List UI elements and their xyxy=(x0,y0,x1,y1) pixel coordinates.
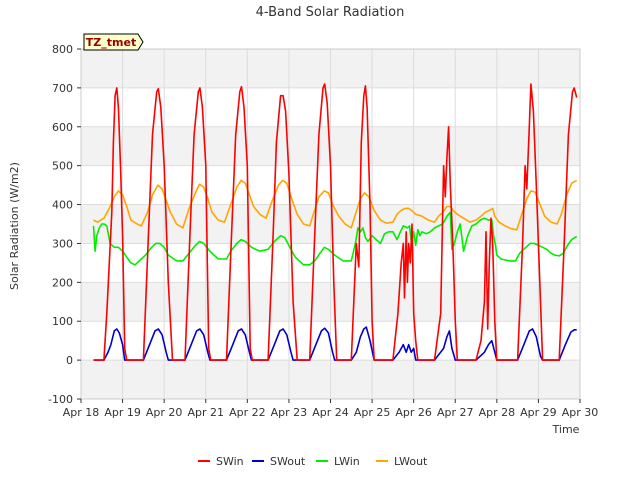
legend-label-lwout: LWout xyxy=(394,455,428,468)
legend-label-swin: SWin xyxy=(216,455,244,468)
series-line-lwout xyxy=(93,179,578,231)
annotation-box: TZ_tmet xyxy=(83,33,144,51)
y-tick-label: 200 xyxy=(52,276,73,289)
series-line-swout xyxy=(93,326,577,361)
y-axis-label: Solar Radiation (W/m2) xyxy=(8,162,21,290)
x-tick-label: Apr 18 xyxy=(63,406,100,419)
legend-label-swout: SWout xyxy=(270,455,306,468)
x-tick-label: Apr 25 xyxy=(354,406,391,419)
y-tick-label: 100 xyxy=(52,315,73,328)
x-tick-label: Apr 19 xyxy=(104,406,141,419)
x-tick-label: Apr 22 xyxy=(229,406,266,419)
x-tick-label: Apr 26 xyxy=(395,406,432,419)
legend-label-lwin: LWin xyxy=(334,455,360,468)
chart-title: 4-Band Solar Radiation xyxy=(256,5,405,20)
y-tick-label: 0 xyxy=(66,354,73,367)
x-tick-label: Apr 30 xyxy=(562,406,599,419)
x-tick-label: Apr 28 xyxy=(479,406,516,419)
x-tick-label: Apr 20 xyxy=(146,406,183,419)
x-tick-label: Apr 29 xyxy=(520,406,557,419)
y-tick-label: 600 xyxy=(52,121,73,134)
y-tick-label: 400 xyxy=(52,199,73,212)
series-line-lwin xyxy=(92,211,578,266)
series-line-swin xyxy=(93,83,578,361)
x-tick-label: Apr 24 xyxy=(312,406,349,419)
y-tick-label: 800 xyxy=(52,43,73,56)
series-layer xyxy=(92,83,578,361)
y-tick-label: 500 xyxy=(52,160,73,173)
y-tick-label: -100 xyxy=(48,393,73,406)
legend: SWin SWout LWin LWout xyxy=(198,455,428,468)
x-tick-label: Apr 27 xyxy=(437,406,474,419)
y-tick-label: 700 xyxy=(52,82,73,95)
tick-labels: -100 0 100 200 300 400 500 600 700 800 Apr 18 Apr 1… xyxy=(48,43,598,419)
x-axis-label: Time xyxy=(552,423,580,436)
x-tick-label: Apr 21 xyxy=(187,406,224,419)
x-tick-label: Apr 23 xyxy=(271,406,308,419)
y-tick-label: 300 xyxy=(52,237,73,250)
annotation-label: TZ_tmet xyxy=(86,36,136,49)
